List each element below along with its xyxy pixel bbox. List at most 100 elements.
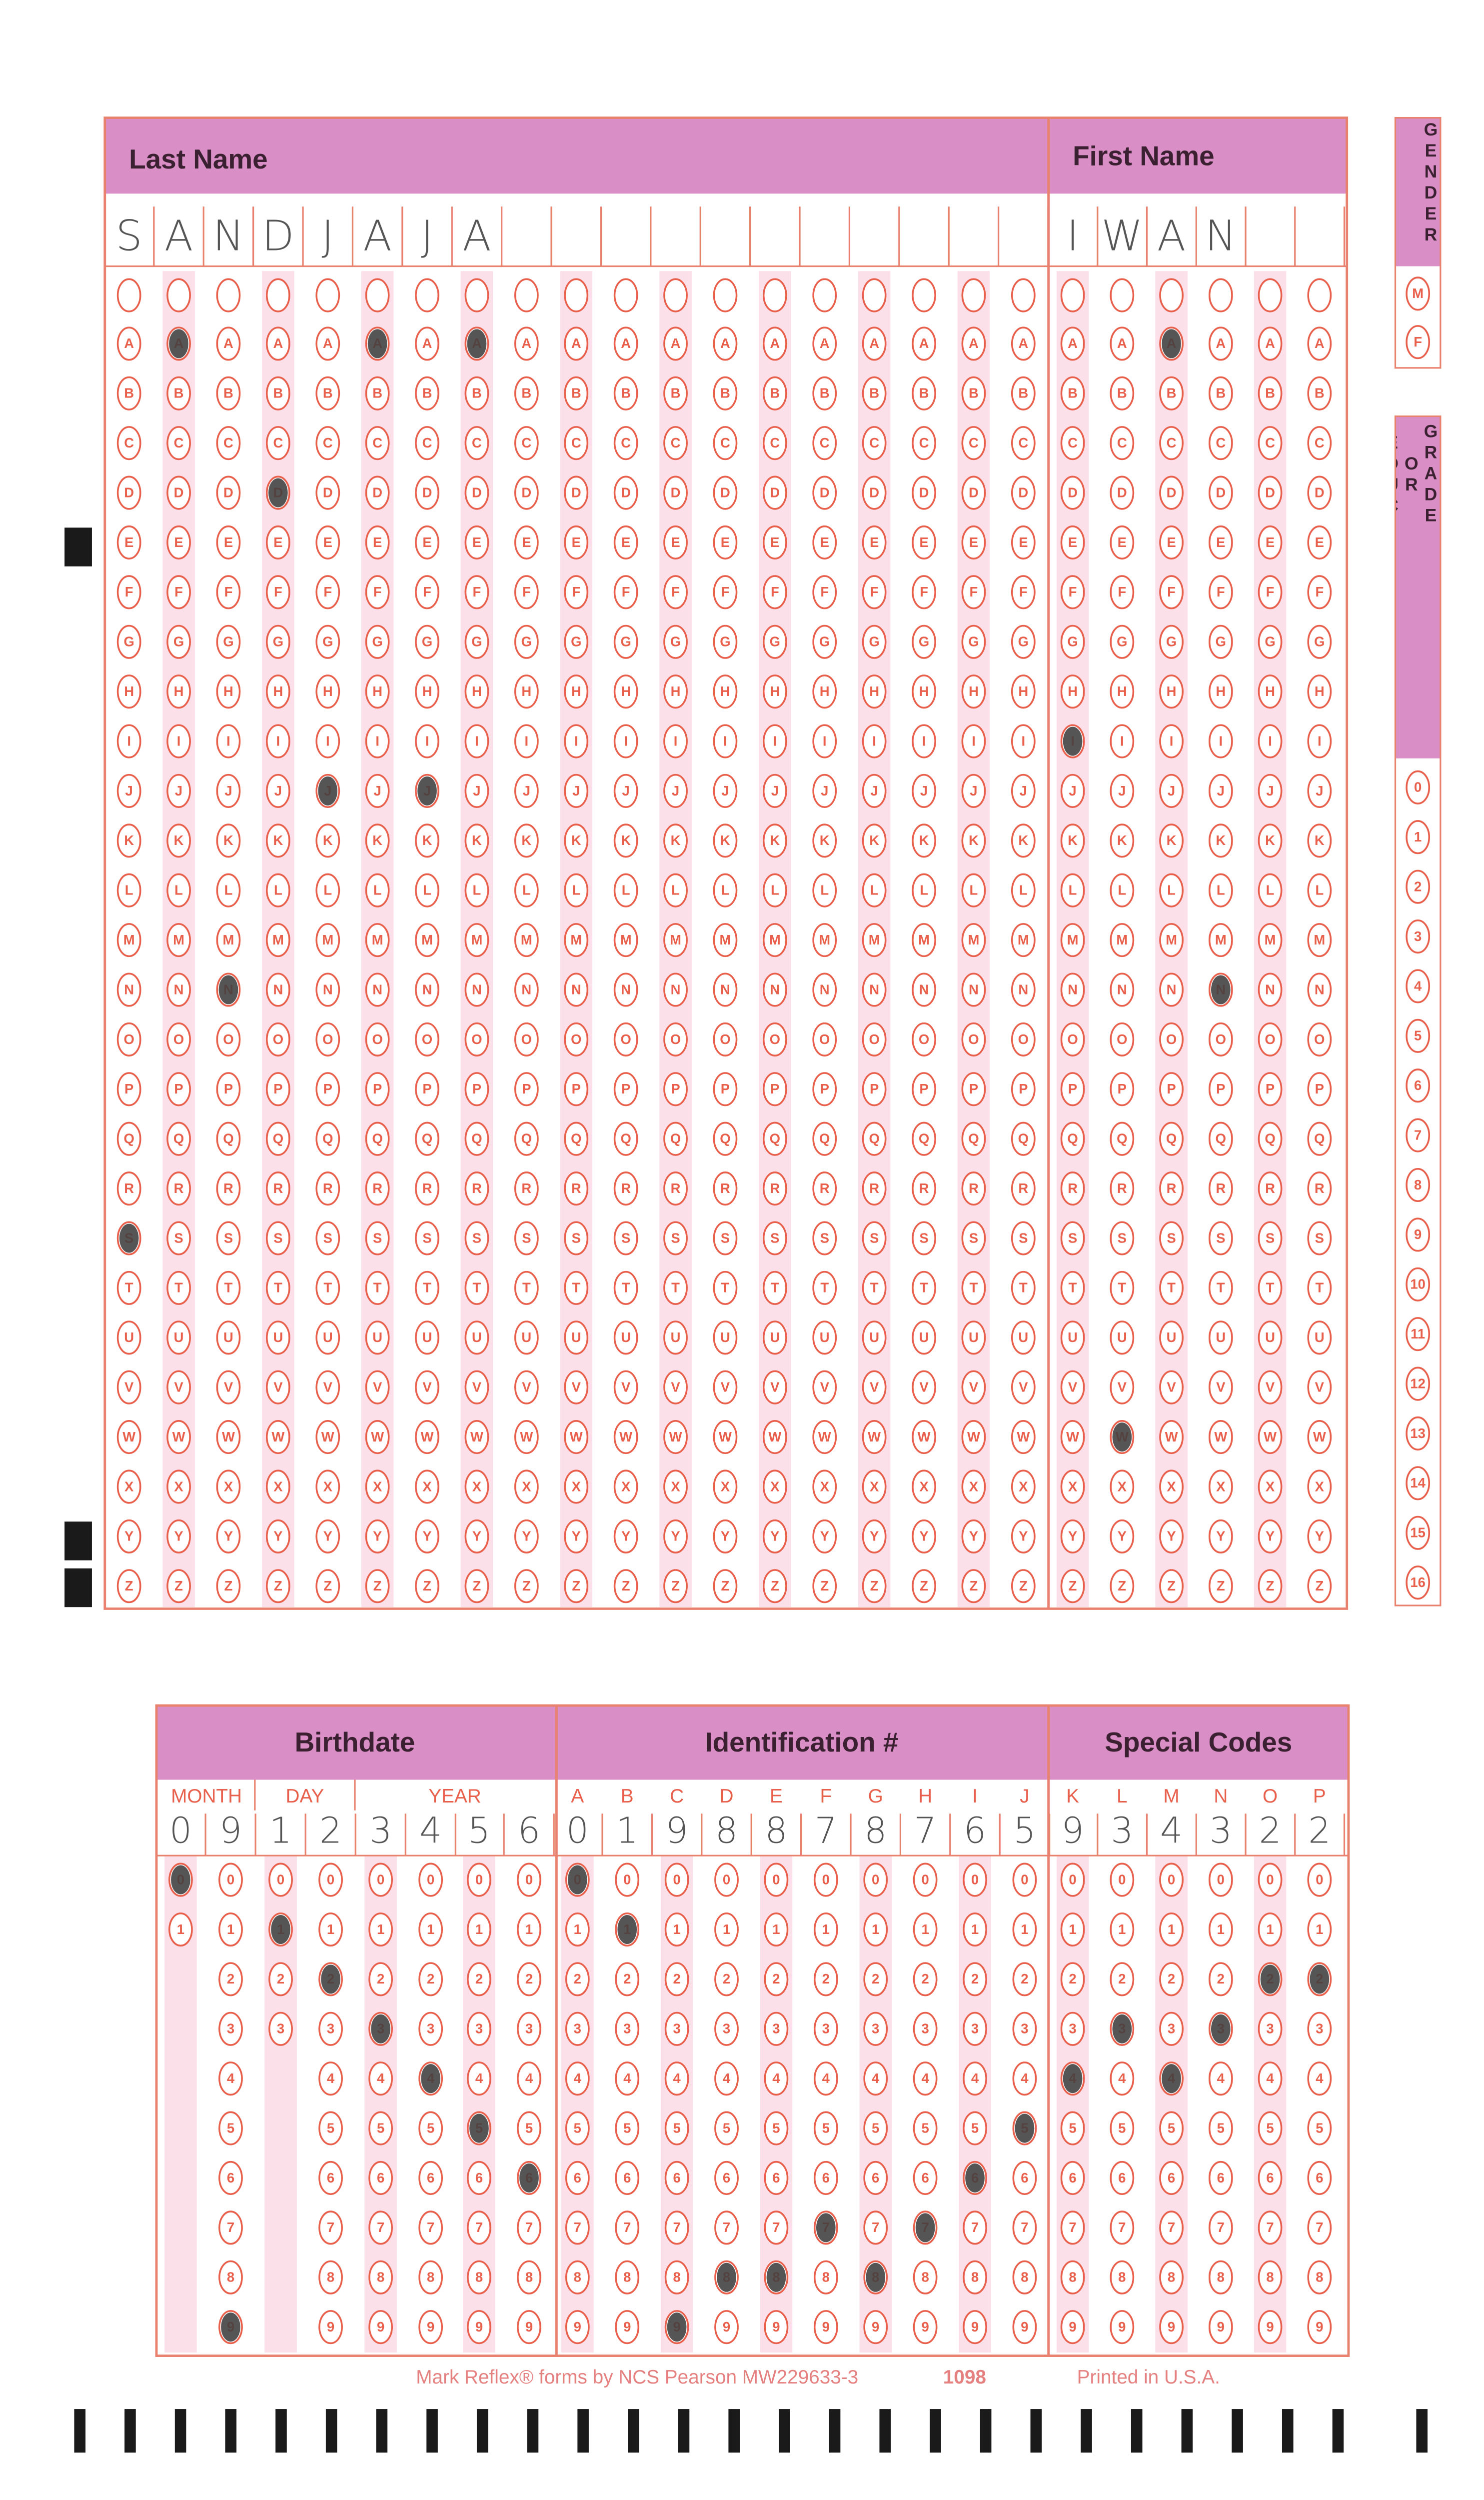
bubble bbox=[762, 724, 787, 758]
bubble-label: 6 bbox=[1266, 2170, 1274, 2186]
bubble-label: N bbox=[621, 982, 631, 997]
bubble bbox=[166, 1470, 191, 1504]
bubble bbox=[663, 1320, 688, 1355]
bubble bbox=[467, 1912, 491, 1947]
column-letter: B bbox=[621, 1786, 634, 1807]
bubble bbox=[265, 1420, 290, 1454]
bubble-label: V bbox=[621, 1380, 631, 1395]
bubble bbox=[813, 1912, 838, 1947]
bubble-label: T bbox=[1069, 1280, 1077, 1296]
bubble-label: I bbox=[177, 733, 181, 748]
bubble-label: I bbox=[1219, 733, 1223, 748]
bubble-label: A bbox=[621, 336, 631, 351]
bubble-label: J bbox=[224, 783, 232, 798]
bubble bbox=[116, 972, 141, 1007]
bubble-label: Z bbox=[1118, 1578, 1126, 1594]
bubble bbox=[762, 972, 787, 1007]
bubble-label: G bbox=[124, 634, 134, 650]
bubble bbox=[1012, 1862, 1037, 1897]
bubble-label: 4 bbox=[1118, 2070, 1126, 2086]
bubble-label: 10 bbox=[1410, 1276, 1426, 1292]
bubble bbox=[714, 2062, 739, 2096]
bubble bbox=[1159, 1569, 1184, 1604]
bubble-label: X bbox=[1118, 1478, 1127, 1494]
bubble bbox=[166, 1172, 191, 1206]
column-letter: N bbox=[1214, 1786, 1228, 1807]
bubble bbox=[764, 2210, 789, 2245]
bubble bbox=[318, 2210, 343, 2245]
timing-mark bbox=[728, 2409, 740, 2453]
bubble-label: O bbox=[571, 1032, 581, 1047]
bubble bbox=[464, 575, 489, 610]
bubble bbox=[1307, 923, 1332, 958]
bubble bbox=[415, 376, 439, 410]
bubble bbox=[365, 923, 390, 958]
bubble-label: V bbox=[1315, 1380, 1325, 1395]
bubble-label: 2 bbox=[475, 1971, 483, 1986]
bubble-label: B bbox=[820, 386, 830, 401]
bubble bbox=[216, 1221, 241, 1256]
bubble-label: L bbox=[820, 882, 829, 898]
bubble-label: 1 bbox=[872, 1922, 879, 1937]
bubble-label: Q bbox=[273, 1131, 283, 1146]
bubble-label: 3 bbox=[723, 2021, 730, 2036]
bubble bbox=[812, 873, 837, 908]
bubble-label: T bbox=[1315, 1280, 1324, 1296]
bubble bbox=[368, 2210, 393, 2245]
bubble bbox=[963, 1862, 987, 1897]
bubble bbox=[961, 1470, 986, 1504]
bubble bbox=[762, 923, 787, 958]
filled-bubble bbox=[1063, 726, 1083, 756]
bubble-label: 6 bbox=[822, 2170, 830, 2186]
bubble bbox=[913, 2012, 938, 2046]
bubble-label: 9 bbox=[921, 2319, 929, 2334]
bubble-label: M bbox=[471, 932, 483, 948]
bubble bbox=[415, 923, 439, 958]
bubble bbox=[365, 774, 390, 808]
bubble-label: C bbox=[273, 435, 283, 450]
bubble-label: Q bbox=[322, 1131, 333, 1146]
bubble bbox=[1011, 873, 1036, 908]
bubble bbox=[564, 278, 589, 312]
bubble bbox=[961, 1172, 986, 1206]
bubble-label: P bbox=[422, 1081, 431, 1096]
bubble bbox=[1060, 2260, 1085, 2294]
bubble-label: W bbox=[818, 1429, 831, 1444]
timing-mark bbox=[325, 2409, 337, 2453]
handwritten-digit: 2 bbox=[319, 1810, 342, 1852]
column-letter: E bbox=[770, 1786, 783, 1807]
bubble-label: 0 bbox=[872, 1872, 879, 1887]
bubble bbox=[514, 873, 539, 908]
bubble-label: N bbox=[1117, 982, 1127, 997]
bubble-label: T bbox=[224, 1280, 233, 1296]
bubble bbox=[1208, 326, 1233, 361]
bubble bbox=[1159, 1122, 1184, 1156]
bubble bbox=[812, 1470, 837, 1504]
bubble-label: C bbox=[770, 435, 780, 450]
bubble-label: I bbox=[276, 733, 280, 748]
bubble-label: X bbox=[572, 1478, 581, 1494]
bubble-label: B bbox=[174, 386, 184, 401]
bubble-label: 0 bbox=[1414, 780, 1422, 795]
bubble bbox=[912, 1370, 936, 1404]
bubble-label: K bbox=[671, 832, 681, 848]
bubble bbox=[1159, 1862, 1184, 1897]
bubble bbox=[613, 1519, 638, 1554]
bubble-label: Q bbox=[422, 1131, 432, 1146]
bubble bbox=[1307, 1320, 1332, 1355]
handwritten-digit: 4 bbox=[419, 1810, 442, 1852]
bubble bbox=[1307, 1072, 1332, 1106]
bubble bbox=[265, 1122, 290, 1156]
bubble-label: 3 bbox=[525, 2021, 533, 2036]
bubble bbox=[1159, 1962, 1184, 1996]
bubble bbox=[613, 1072, 638, 1106]
bubble bbox=[613, 923, 638, 958]
bubble bbox=[1258, 575, 1283, 610]
bubble bbox=[813, 1962, 838, 1996]
bubble bbox=[1159, 2210, 1184, 2245]
bubble bbox=[1110, 476, 1135, 510]
bubble bbox=[1159, 2111, 1184, 2146]
bubble-label: E bbox=[572, 534, 581, 550]
bubble-label: O bbox=[670, 1032, 681, 1047]
